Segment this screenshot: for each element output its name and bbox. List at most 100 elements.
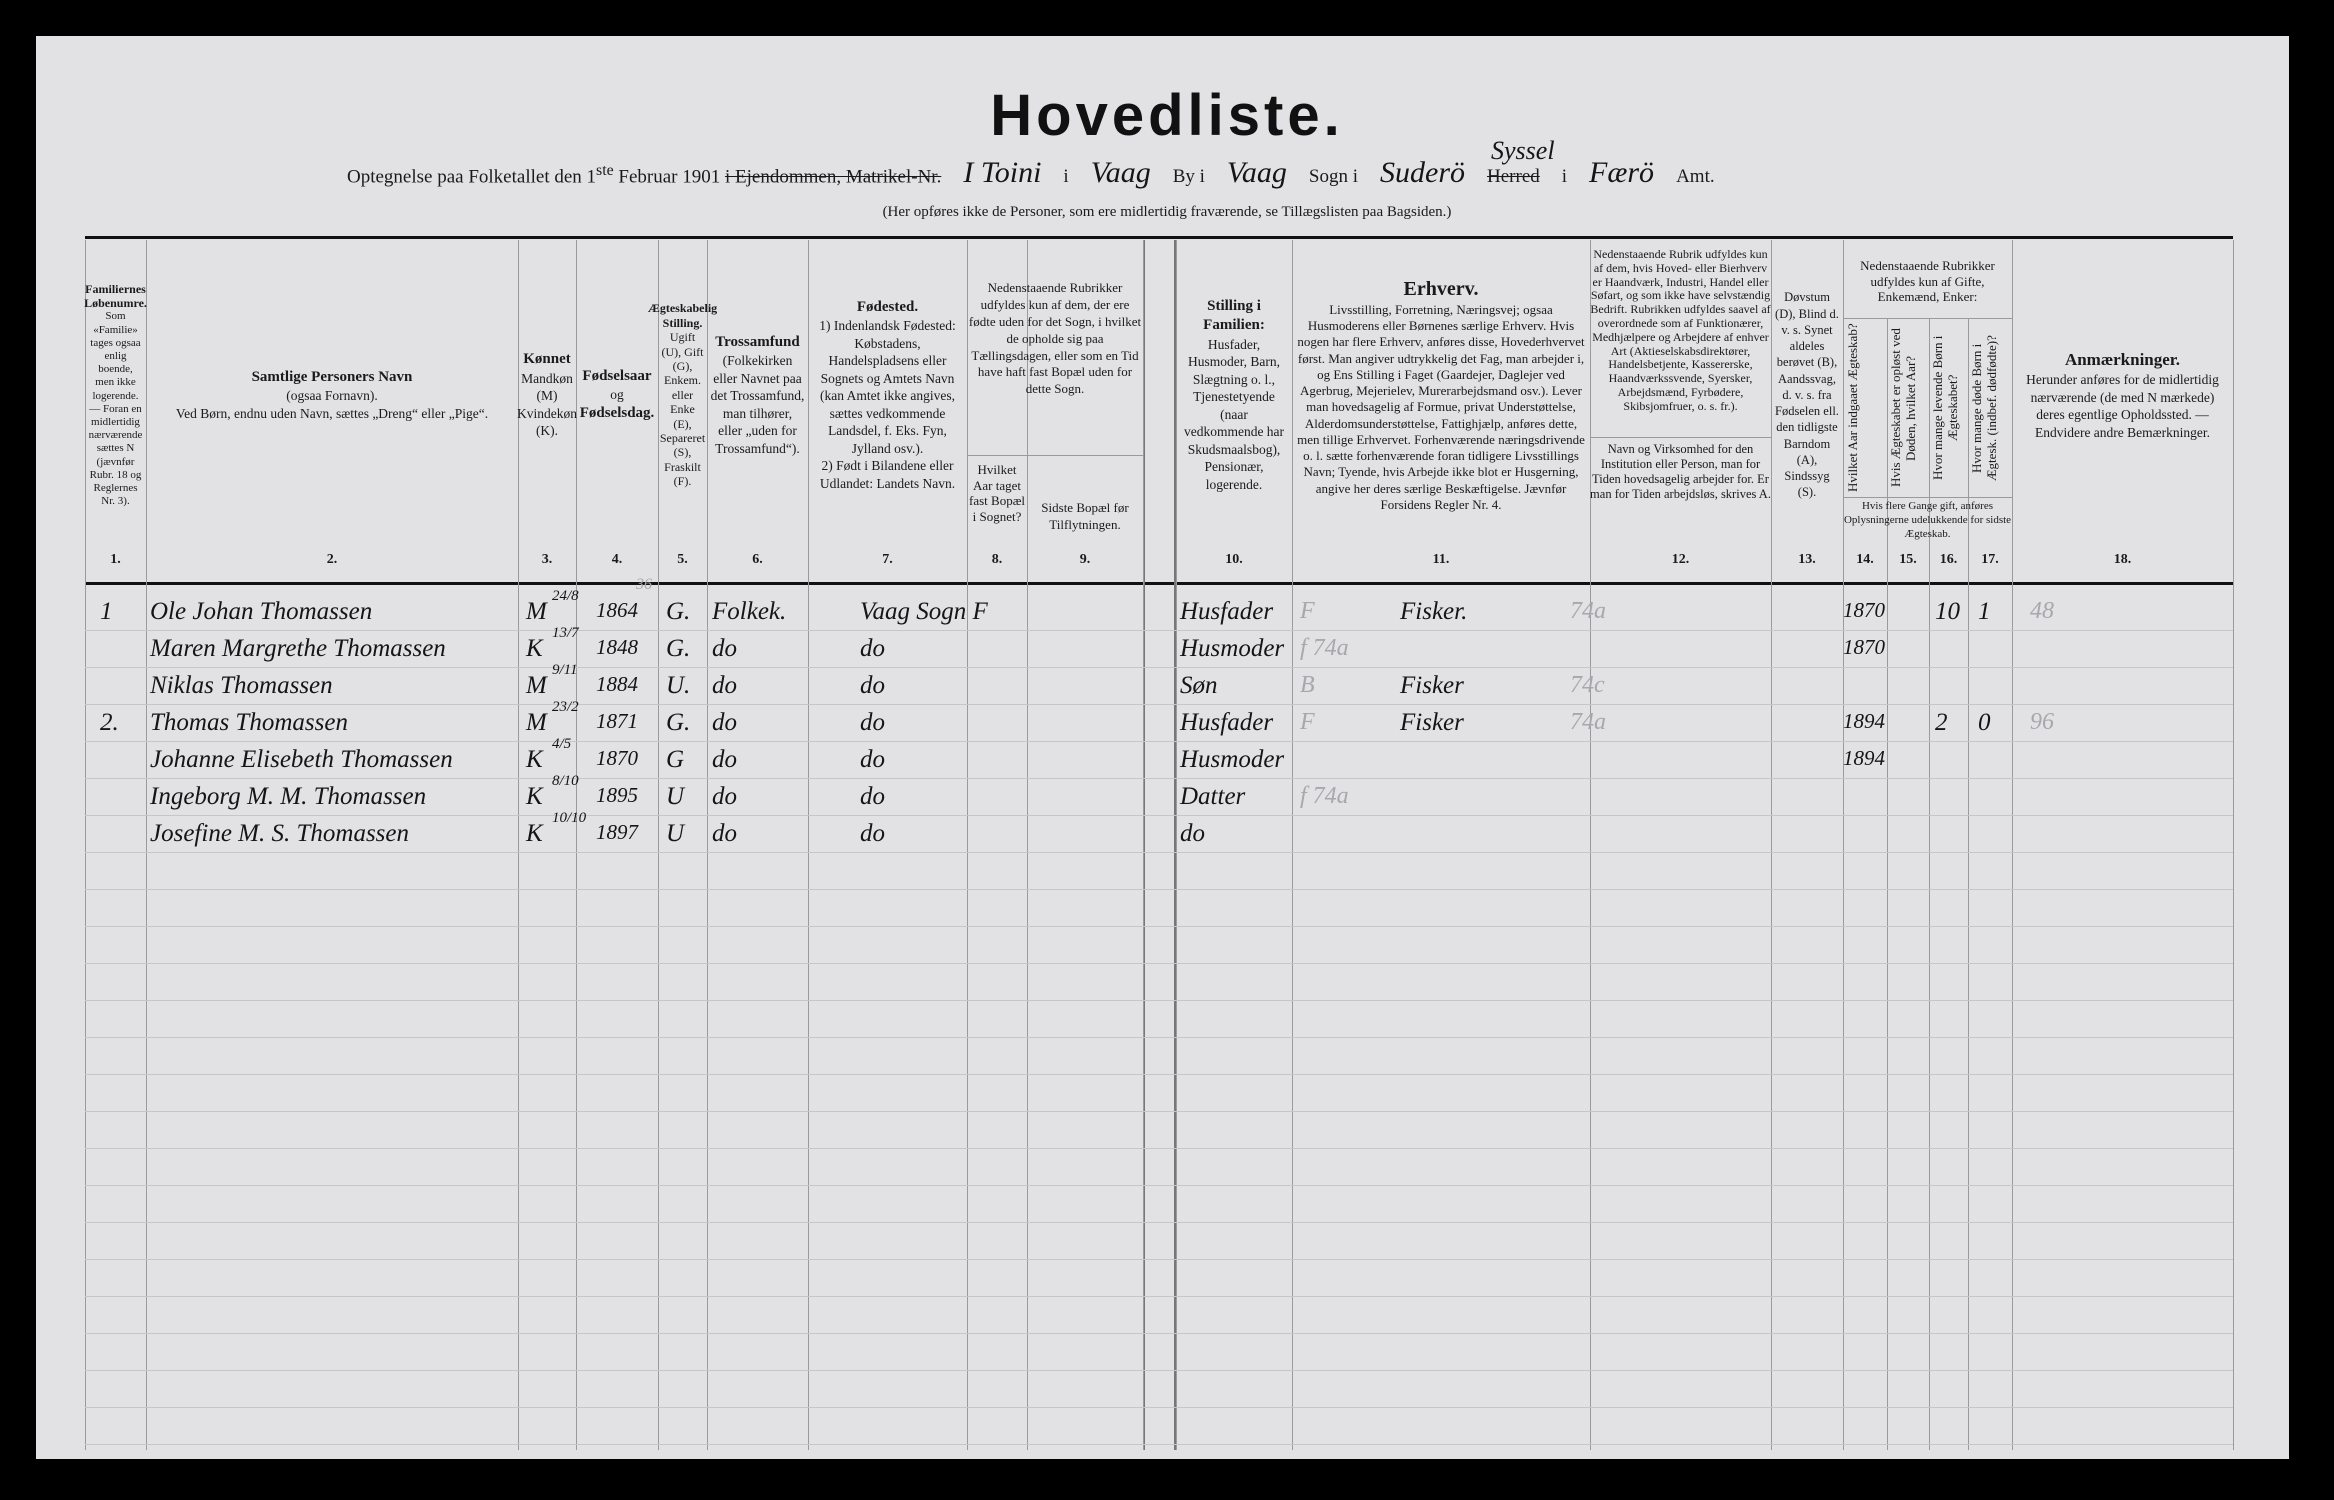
family-number: 1 — [100, 598, 113, 625]
faith: do — [712, 746, 737, 773]
column-divider — [967, 240, 968, 1450]
marriage-year: 1894 — [1843, 746, 1885, 770]
family-position: Husfader — [1180, 598, 1274, 625]
column-divider — [1843, 240, 1844, 1450]
birth-year: 1895 — [596, 783, 638, 807]
birth-day: 8/10 — [552, 773, 579, 789]
location-line: Optegnelse paa Folketallet den 1ste Febr… — [347, 136, 1715, 190]
row-rule — [85, 1111, 2233, 1112]
occupation: Fisker. — [1400, 598, 1468, 625]
birthplace: do — [860, 746, 885, 773]
birth-year: 1871 — [596, 709, 638, 733]
marital-status: U. — [666, 672, 691, 699]
column-divider — [576, 240, 577, 1450]
row-rule — [85, 778, 2233, 779]
pencil-age: 36 — [636, 576, 652, 593]
col18-header: Anmærkninger. Herunder anføres for de mid… — [2026, 349, 2219, 440]
pencil-code: 74a — [1570, 709, 1606, 735]
col14-17-group-header: Nedenstaaende Rubrikker udfyldes kun af … — [1860, 258, 1995, 305]
birthplace: do — [860, 783, 885, 810]
intro-text: Optegnelse paa Folketallet den 1ste Febr… — [347, 162, 941, 188]
sex: K — [526, 746, 543, 773]
pencil-note: 48 — [2030, 598, 2054, 624]
column-number: 6. — [752, 552, 763, 567]
col14-17-note: Hvis flere Gange gift, anføres Oplysning… — [1843, 500, 2012, 540]
col17-header: Hvor mange døde Børn i Ægtesk. (indbef. … — [1970, 335, 1999, 481]
row-rule — [85, 1074, 2233, 1075]
marital-status: G — [666, 746, 685, 773]
column-divider — [85, 240, 86, 1450]
row-rule — [85, 667, 2233, 668]
birth-day: 23/2 — [552, 699, 579, 715]
col7-header: Fødested. 1) Indenlandsk Fødested: Købsta… — [819, 298, 956, 491]
by-label: By i — [1172, 166, 1205, 187]
pencil-code: 74a — [1570, 598, 1606, 624]
header-bottom-rule — [85, 582, 2233, 585]
row-rule — [85, 889, 2233, 890]
col16-header: Hvor mange levende Børn i Ægteskabet? — [1931, 335, 1960, 481]
birth-year: 1884 — [596, 672, 638, 696]
children-dead: 0 — [1978, 709, 1991, 736]
column-divider — [1771, 240, 1772, 1450]
birth-year: 1897 — [596, 820, 638, 844]
pencil-note: 96 — [2030, 709, 2054, 735]
column-number: 5. — [677, 552, 688, 567]
marital-status: G. — [666, 635, 691, 662]
faith: Folkek. — [712, 598, 787, 625]
column-divider — [658, 240, 659, 1450]
county-handwritten: Færö — [1589, 156, 1655, 189]
parish-handwritten: Vaag — [1226, 156, 1287, 189]
children-living: 2 — [1935, 709, 1948, 736]
row-rule — [85, 1407, 2233, 1408]
column-number: 1. — [110, 552, 121, 567]
birth-year: 1864 — [596, 598, 638, 622]
pencil-occupation-code: f 74a — [1300, 635, 1349, 661]
marriage-year: 1870 — [1843, 598, 1885, 622]
column-divider — [1176, 240, 1177, 1450]
row-rule — [85, 815, 2233, 816]
birthplace: do — [860, 672, 885, 699]
column-divider — [1590, 240, 1591, 1450]
intro-date: Februar 1901 — [618, 166, 721, 187]
town-handwritten: Vaag — [1090, 156, 1151, 189]
header-top-rule — [85, 236, 2233, 239]
column-divider — [808, 240, 809, 1450]
marriage-year: 1894 — [1843, 709, 1885, 733]
pencil-occupation-code: F — [1300, 598, 1315, 624]
children-living: 10 — [1935, 598, 1960, 625]
form-title: Hovedliste. — [990, 83, 1344, 148]
occupation: Fisker — [1400, 672, 1464, 699]
row-rule — [85, 704, 2233, 705]
person-name: Josefine M. S. Thomassen — [150, 820, 409, 847]
column-number: 14. — [1856, 552, 1874, 567]
row-rule — [85, 963, 2233, 964]
column-number: 12. — [1671, 552, 1690, 567]
sogn-label: Sogn i — [1308, 166, 1359, 187]
sex: M — [526, 709, 547, 736]
col9-header: Sidste Bopæl før Tilflytningen. — [1041, 500, 1129, 532]
person-name: Maren Margrethe Thomassen — [150, 635, 446, 662]
column-number: 2. — [326, 552, 338, 567]
faith: do — [712, 783, 737, 810]
occupation: Fisker — [1400, 709, 1464, 736]
pencil-occupation-code: B — [1300, 672, 1315, 698]
column-divider — [707, 240, 708, 1450]
row-rule — [85, 1037, 2233, 1038]
column-number: 17. — [1981, 552, 1999, 567]
faith: do — [712, 635, 737, 662]
intro-sup: ste — [596, 161, 614, 179]
herred-group: Syssel Herred — [1487, 136, 1555, 188]
column-divider — [518, 240, 519, 1450]
col12-header: Nedenstaaende Rubrik udfyldes kun af dem… — [1590, 247, 1771, 413]
district-handwritten: Suderö — [1380, 156, 1466, 189]
birthplace: do — [860, 709, 885, 736]
col8-header: Hvilket Aar taget fast Bopæl i Sognet? — [969, 462, 1025, 524]
column-divider — [2233, 240, 2234, 1450]
column-divider — [1292, 240, 1293, 1450]
birthplace: do — [860, 820, 885, 847]
row-rule — [85, 1259, 2233, 1260]
sex: K — [526, 820, 543, 847]
faith: do — [712, 820, 737, 847]
birth-day: 9/11 — [552, 662, 578, 678]
intro-label: Optegnelse paa Folketallet den 1 — [347, 166, 597, 187]
